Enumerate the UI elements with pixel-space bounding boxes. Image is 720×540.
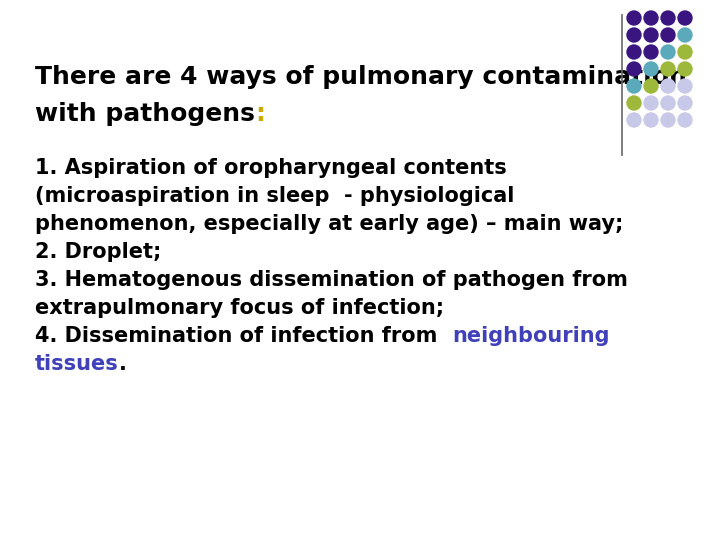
Text: 2. Droplet;: 2. Droplet; [35, 242, 161, 262]
Circle shape [644, 96, 658, 110]
Circle shape [627, 96, 641, 110]
Text: neighbouring: neighbouring [452, 326, 609, 346]
Circle shape [661, 96, 675, 110]
Circle shape [644, 79, 658, 93]
Text: phenomenon, especially at early age) – main way;: phenomenon, especially at early age) – m… [35, 214, 624, 234]
Circle shape [627, 113, 641, 127]
Text: 3. Hematogenous dissemination of pathogen from: 3. Hematogenous dissemination of pathoge… [35, 270, 628, 290]
Text: 4. Dissemination of infection from: 4. Dissemination of infection from [35, 326, 452, 346]
Text: There are 4 ways of pulmonary contamination: There are 4 ways of pulmonary contaminat… [35, 65, 687, 89]
Circle shape [661, 79, 675, 93]
Text: (microaspiration in sleep  - physiological: (microaspiration in sleep - physiologica… [35, 186, 514, 206]
Circle shape [661, 113, 675, 127]
Text: with pathogens: with pathogens [35, 102, 255, 126]
Circle shape [627, 62, 641, 76]
Circle shape [627, 11, 641, 25]
Circle shape [627, 79, 641, 93]
Circle shape [661, 45, 675, 59]
Circle shape [661, 11, 675, 25]
Circle shape [678, 45, 692, 59]
Circle shape [678, 62, 692, 76]
Circle shape [627, 28, 641, 42]
Circle shape [644, 45, 658, 59]
Text: extrapulmonary focus of infection;: extrapulmonary focus of infection; [35, 298, 444, 318]
Circle shape [644, 113, 658, 127]
Text: .: . [119, 354, 127, 374]
Circle shape [644, 11, 658, 25]
Circle shape [627, 45, 641, 59]
Text: 1. Aspiration of oropharyngeal contents: 1. Aspiration of oropharyngeal contents [35, 158, 507, 178]
Circle shape [644, 62, 658, 76]
Text: tissues: tissues [35, 354, 119, 374]
Circle shape [644, 28, 658, 42]
Circle shape [678, 113, 692, 127]
Circle shape [678, 11, 692, 25]
Circle shape [661, 62, 675, 76]
Text: :: : [255, 102, 265, 126]
Circle shape [661, 28, 675, 42]
Circle shape [678, 28, 692, 42]
Circle shape [678, 79, 692, 93]
Circle shape [678, 96, 692, 110]
